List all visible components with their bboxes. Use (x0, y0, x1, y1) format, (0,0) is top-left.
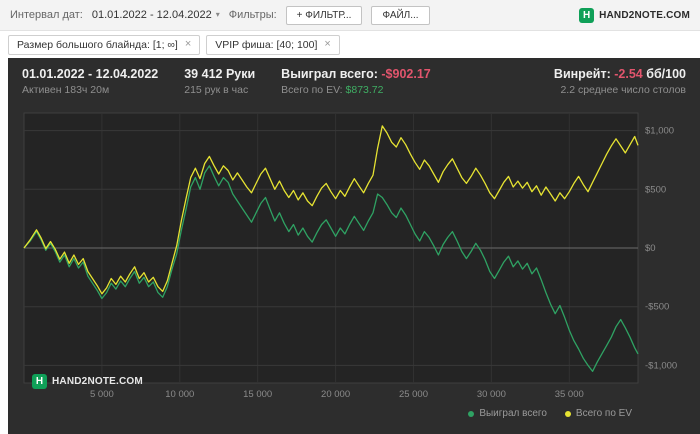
winrate-label: Винрейт: (553, 67, 611, 81)
svg-text:$500: $500 (645, 184, 666, 195)
filter-chips-row: Размер большого блайнда: [1; ∞] × VPIP ф… (0, 31, 700, 58)
filters-label: Фильтры: (228, 9, 277, 21)
top-toolbar: Интервал дат: 01.01.2022 - 12.04.2022 ▾ … (0, 0, 700, 31)
file-button[interactable]: ФАЙЛ... (371, 5, 430, 25)
add-filter-button[interactable]: + ФИЛЬТР... (285, 5, 363, 25)
stats-hands-block: 39 412 Руки 215 рук в час (184, 67, 255, 96)
yellow-dot-icon (564, 410, 571, 417)
chart-watermark-logo: H HAND2NOTE.COM (32, 374, 143, 389)
svg-text:10 000: 10 000 (165, 389, 194, 400)
stats-winrate-block: Винрейт: -2.54 бб/100 2.2 среднее число … (554, 67, 686, 96)
stats-hands: 39 412 Руки (184, 67, 256, 81)
legend-label: Всего по EV (575, 408, 632, 419)
stats-winnings-block: Выиграл всего: -$902.17 Всего по EV: $87… (281, 67, 431, 96)
chip-label: VPIP фиша: [40; 100] (215, 38, 318, 51)
stats-date-block: 01.01.2022 - 12.04.2022 Активен 183ч 20м (22, 67, 158, 96)
winrate-value: -2.54 (614, 67, 643, 81)
chevron-down-icon: ▾ (215, 10, 220, 19)
won-value: -$902.17 (381, 67, 431, 81)
stats-won-line: Выиграл всего: -$902.17 (281, 67, 431, 81)
brand-text: HAND2NOTE.COM (599, 9, 690, 21)
winrate-unit: бб/100 (646, 67, 686, 81)
stats-active-time: Активен 183ч 20м (22, 84, 110, 96)
svg-text:$1,000: $1,000 (645, 126, 674, 137)
report-panel: 01.01.2022 - 12.04.2022 Активен 183ч 20м… (8, 58, 700, 434)
date-range-value: 01.01.2022 - 12.04.2022 (91, 9, 212, 21)
winnings-chart[interactable]: 5 000 10 000 15 000 20 000 25 000 30 000 35 00… (18, 103, 690, 405)
chart-legend: Выиграл всего Всего по EV (18, 405, 690, 419)
filter-chip-big-blind[interactable]: Размер большого блайнда: [1; ∞] × (8, 34, 201, 55)
interval-label: Интервал дат: (10, 9, 83, 21)
avg-tables: 2.2 среднее число столов (560, 84, 686, 96)
green-dot-icon (468, 410, 475, 417)
legend-item-ev[interactable]: Всего по EV (564, 408, 632, 419)
svg-text:$0: $0 (645, 243, 656, 254)
hand2note-logo: H HAND2NOTE.COM (579, 7, 690, 23)
ev-label: Всего по EV: (281, 84, 343, 96)
legend-label: Выиграл всего (479, 408, 547, 419)
brand-text: HAND2NOTE.COM (52, 376, 143, 387)
close-icon[interactable]: × (184, 38, 192, 50)
chart-area: 5 000 10 000 15 000 20 000 25 000 30 000 35 00… (8, 101, 700, 419)
h2n-icon: H (579, 7, 595, 23)
svg-text:-$500: -$500 (645, 302, 669, 313)
close-icon[interactable]: × (324, 38, 331, 50)
date-range-select[interactable]: 01.01.2022 - 12.04.2022 ▾ (92, 9, 220, 21)
legend-item-won[interactable]: Выиграл всего (468, 408, 547, 419)
svg-text:20 000: 20 000 (321, 389, 350, 400)
chip-label: Размер большого блайнда: [1; ∞] (17, 38, 178, 51)
stats-hands-per-hour: 215 рук в час (184, 84, 249, 96)
h2n-icon: H (32, 374, 47, 389)
ev-value: $873.72 (345, 84, 384, 96)
won-label: Выиграл всего: (281, 67, 378, 81)
filter-chip-vpip[interactable]: VPIP фиша: [40; 100] × (206, 34, 340, 55)
svg-text:25 000: 25 000 (399, 389, 428, 400)
stats-header: 01.01.2022 - 12.04.2022 Активен 183ч 20м… (8, 58, 700, 101)
stats-ev-line: Всего по EV: $873.72 (281, 84, 431, 96)
svg-text:15 000: 15 000 (243, 389, 272, 400)
winrate-line: Винрейт: -2.54 бб/100 (554, 67, 686, 81)
stats-date-range: 01.01.2022 - 12.04.2022 (22, 67, 159, 81)
svg-text:5 000: 5 000 (90, 389, 114, 400)
svg-text:35 000: 35 000 (555, 389, 584, 400)
svg-text:30 000: 30 000 (477, 389, 506, 400)
svg-text:-$1,000: -$1,000 (645, 360, 677, 371)
